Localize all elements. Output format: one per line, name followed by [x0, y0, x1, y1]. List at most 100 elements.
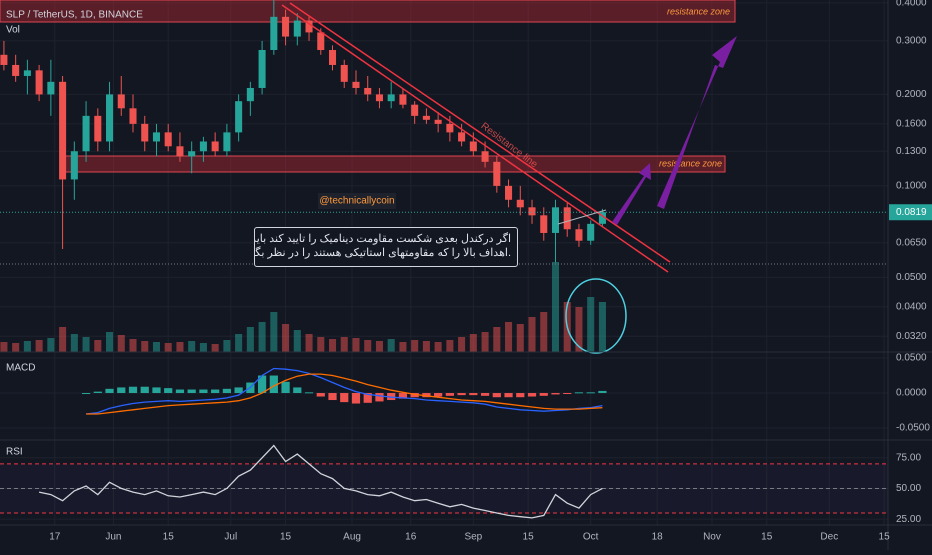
- candle-body: [293, 20, 301, 37]
- trend-line: [557, 209, 607, 225]
- candle-body: [352, 81, 360, 88]
- candle-body: [199, 141, 207, 152]
- histogram-bar: [398, 393, 408, 399]
- y-tick-label: 50.00: [896, 483, 921, 494]
- histogram-bar: [152, 387, 161, 394]
- y-tick-label: 0.1000: [896, 181, 927, 192]
- candle-body: [387, 94, 395, 102]
- volume-bar: [340, 337, 348, 352]
- volume-bar: [293, 330, 301, 352]
- candle-body: [399, 94, 407, 105]
- candle-body: [305, 20, 313, 33]
- histogram-bar: [457, 393, 466, 396]
- volume-bar: [458, 337, 466, 352]
- candle-body: [94, 115, 102, 142]
- x-tick-label: Jun: [105, 532, 121, 543]
- histogram-bar: [480, 393, 490, 396]
- volume-bar: [12, 343, 20, 352]
- histogram-bar: [434, 393, 443, 397]
- histogram-bar: [527, 393, 537, 397]
- line: [86, 367, 603, 415]
- histogram-bar: [363, 393, 372, 403]
- candle-body: [516, 199, 524, 208]
- volume-bar: [587, 297, 595, 352]
- chart-title: SLP / TetherUS, 1D, BINANCE: [6, 10, 143, 21]
- volume-bar: [364, 340, 372, 352]
- volume-bar: [516, 324, 524, 352]
- candle-body: [422, 115, 430, 120]
- candle-body: [35, 70, 43, 95]
- volume-bar: [282, 324, 290, 352]
- volume-bar: [47, 338, 55, 352]
- arrow: [657, 36, 737, 209]
- histogram-bar: [140, 386, 149, 394]
- y-tick-label: 0.0400: [896, 301, 927, 312]
- candle-body: [129, 108, 137, 124]
- x-tick-label: Sep: [464, 532, 482, 543]
- candle-body: [340, 64, 348, 82]
- candle-body: [258, 50, 266, 88]
- volume-bar: [59, 327, 67, 352]
- candle-body: [246, 87, 254, 102]
- volume-bar: [211, 344, 219, 352]
- y-tick-label: 0.4000: [896, 0, 927, 9]
- histogram-bar: [598, 390, 607, 394]
- volume-bar: [246, 327, 254, 352]
- histogram-bar: [128, 386, 138, 394]
- candle-body: [551, 207, 560, 233]
- handle-box: [318, 193, 396, 209]
- candle-body: [563, 207, 571, 230]
- x-tick-label: 15: [523, 532, 535, 543]
- candle-body: [106, 94, 114, 142]
- volume-bar: [164, 343, 172, 352]
- candle-body: [282, 16, 290, 37]
- resistance-zone: [0, 0, 736, 23]
- volume-bar: [70, 334, 78, 352]
- histogram-bar: [234, 387, 243, 394]
- zone-label: resistance zone: [667, 6, 730, 16]
- volume-bar: [528, 317, 536, 352]
- histogram-bar: [222, 388, 231, 394]
- volume-bar: [551, 262, 560, 352]
- candle-body: [12, 64, 20, 76]
- y-tick-label: 75.00: [896, 452, 921, 463]
- histogram-bar: [175, 389, 185, 394]
- histogram-bar: [410, 393, 419, 398]
- axes: 17 Jun 15 Jul 15 Aug 16 Sep 15 Oct 18 Nov 15 Dec 15 0.4…: [49, 0, 932, 543]
- candle-body: [458, 132, 466, 142]
- histogram-bar: [211, 389, 220, 394]
- y-tick-label: 25.00: [896, 514, 921, 525]
- x-tick-label: 15: [280, 532, 292, 543]
- volume-bar: [540, 312, 548, 352]
- candle-body: [176, 146, 184, 157]
- histogram-bar: [281, 381, 290, 394]
- histogram-bar: [586, 392, 595, 394]
- candle-body: [411, 104, 419, 116]
- volume-bar: [0, 342, 8, 352]
- candle-body: [317, 32, 325, 51]
- histogram-bar: [351, 393, 361, 404]
- histogram-bar: [422, 393, 431, 398]
- histogram-bar: [117, 387, 126, 394]
- candle-body: [375, 94, 383, 102]
- arrow: [612, 163, 651, 225]
- x-tick-label: 15: [163, 532, 175, 543]
- candle-body: [493, 161, 501, 186]
- histogram-bar: [574, 392, 584, 394]
- histogram-bar: [293, 387, 302, 394]
- histogram-bar: [539, 393, 548, 396]
- volume-bar: [176, 342, 184, 352]
- histogram-bar: [387, 393, 396, 401]
- volume-bar: [469, 334, 477, 352]
- volume-bar: [152, 342, 160, 352]
- volume-bar: [270, 312, 278, 352]
- note-box: اگر درکندل بعدی شکست مقاومت دینامیک را ت…: [254, 227, 518, 267]
- last-price-box: [889, 204, 932, 221]
- volume-bar: [575, 307, 583, 352]
- candle-body: [59, 81, 67, 180]
- candle-body: [223, 132, 231, 152]
- candle-body: [528, 207, 536, 216]
- volume-bar: [235, 334, 243, 352]
- last-price-label: 0.0819: [896, 207, 927, 218]
